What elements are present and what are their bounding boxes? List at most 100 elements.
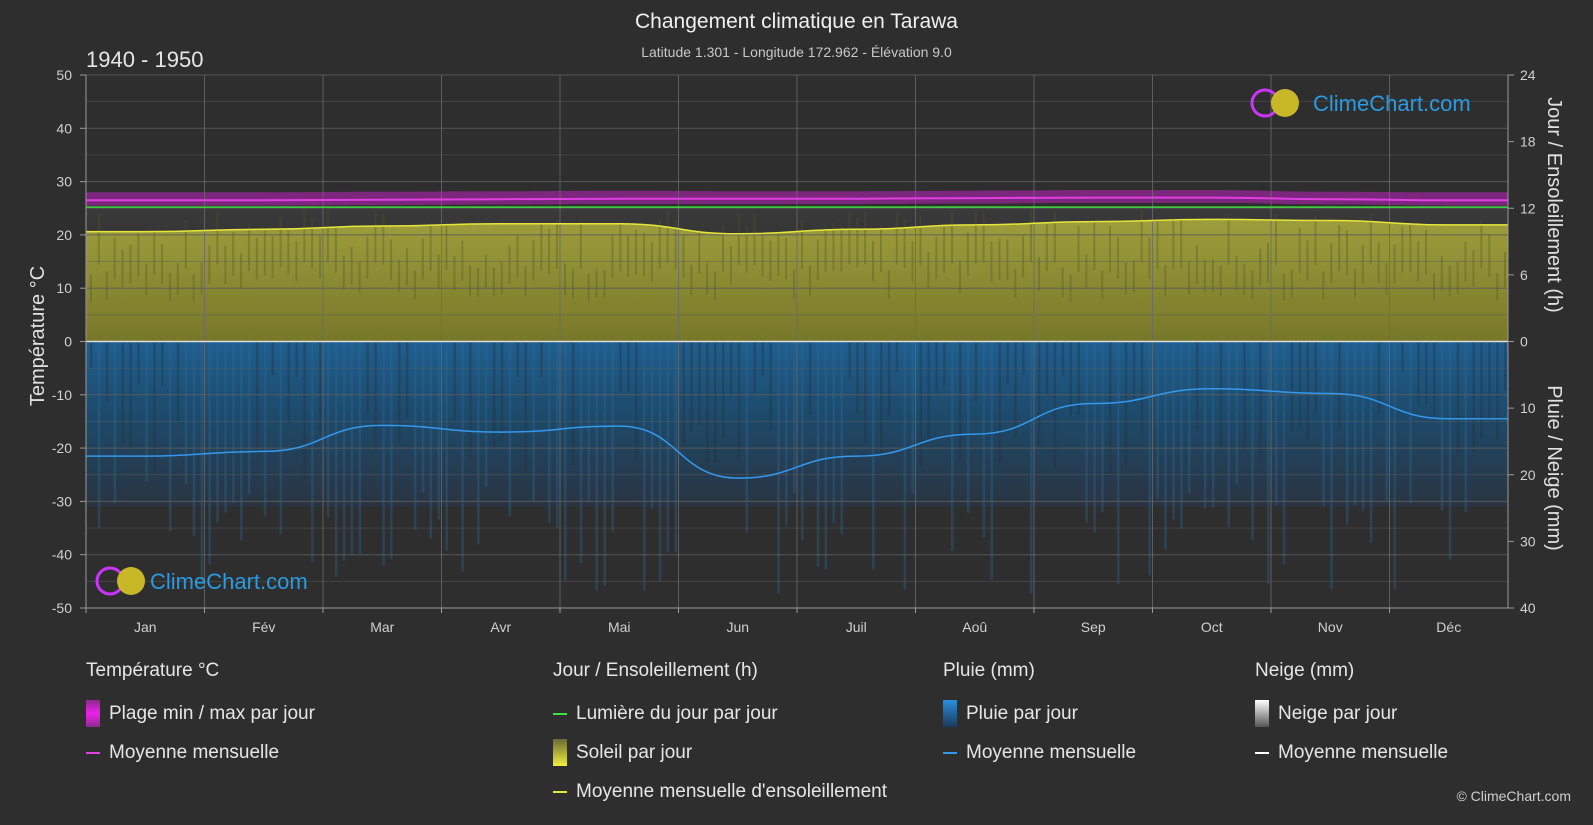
rain-mean-line xyxy=(85,388,1508,479)
right-tick-label: 12 xyxy=(1520,200,1536,216)
period-label: 1940 - 1950 xyxy=(86,47,204,72)
rain-streak xyxy=(761,341,764,377)
rain-streak xyxy=(927,341,930,439)
sun-streak xyxy=(113,237,116,280)
rain-streak xyxy=(635,341,638,460)
rain-streak xyxy=(540,341,543,378)
sun-streak xyxy=(342,255,345,291)
sun-streak xyxy=(161,244,164,284)
sun-streak xyxy=(737,214,740,266)
rain-streak xyxy=(1196,341,1199,429)
sun-streak xyxy=(1148,237,1151,279)
rain-streak xyxy=(153,341,156,476)
left-tick-label: -20 xyxy=(52,440,72,456)
rain-streak xyxy=(255,341,259,454)
month-label: Fév xyxy=(252,619,275,635)
rain-streak xyxy=(121,341,124,445)
legend-item-snow: Neige par jour xyxy=(1255,698,1448,729)
legend-label-snow-mean: Moyenne mensuelle xyxy=(1278,741,1449,763)
sun-streak xyxy=(1409,225,1412,272)
sun-streak xyxy=(477,267,480,297)
rain-streak xyxy=(1061,341,1065,377)
sun-streak xyxy=(658,219,661,269)
rain-streak xyxy=(311,341,314,563)
sun-streak xyxy=(982,210,985,263)
sun-streak xyxy=(247,224,250,272)
rain-streak xyxy=(966,341,970,514)
legend-item-sun: Soleil par jour xyxy=(553,737,887,768)
legend-item-snow-mean: Moyenne mensuelle xyxy=(1255,737,1448,768)
sun-streak xyxy=(1401,226,1404,273)
sun-streak xyxy=(793,270,795,299)
rain-streak xyxy=(990,341,993,580)
sun-streak xyxy=(801,220,803,269)
sun-streak xyxy=(1101,270,1104,299)
chart-title: Changement climatique en Tarawa xyxy=(635,10,958,33)
rain-streak xyxy=(840,341,843,534)
sun-streak xyxy=(1180,219,1183,269)
rain-streak xyxy=(1290,341,1294,433)
rain-streak xyxy=(998,341,1001,463)
sun-streak xyxy=(469,265,472,296)
rain-streak xyxy=(1164,341,1167,550)
rain-streak xyxy=(1472,341,1475,453)
rain-streak xyxy=(895,341,899,372)
sun-streak xyxy=(769,240,772,281)
rain-streak xyxy=(722,341,725,439)
rain-streak xyxy=(785,341,788,526)
rain-streak xyxy=(1132,341,1136,403)
sun-streak xyxy=(421,238,424,280)
rain-streak xyxy=(453,341,456,422)
sun-streak xyxy=(145,263,148,295)
rain-streak xyxy=(484,341,488,487)
rain-streak xyxy=(856,341,859,415)
sun-streak xyxy=(745,226,748,273)
legend-item-sun-mean: Moyenne mensuelle d'ensoleillement xyxy=(553,776,887,807)
rain-streak xyxy=(1077,341,1080,416)
left-tick-label: -50 xyxy=(52,600,72,616)
rain-streak xyxy=(1456,341,1460,457)
month-label: Nov xyxy=(1318,619,1343,635)
rain-streak xyxy=(666,341,670,552)
sun-streak xyxy=(627,234,630,278)
rain-streak xyxy=(1101,341,1104,513)
sun-streak xyxy=(413,270,416,299)
rain-streak xyxy=(571,341,575,466)
rain-streak xyxy=(1354,341,1357,505)
brand-logo-top: ClimeChart.com xyxy=(1250,88,1471,118)
month-label: Juil xyxy=(846,619,867,635)
right-tick-label: 40 xyxy=(1520,600,1536,616)
sun-streak xyxy=(943,227,946,273)
rain-streak xyxy=(1448,341,1452,560)
rain-streak xyxy=(643,341,646,591)
rain-streak xyxy=(714,341,717,463)
rain-streak xyxy=(1488,341,1491,420)
sun-streak xyxy=(271,236,274,279)
right-tick-label: 30 xyxy=(1520,533,1536,549)
legend-snow: Neige (mm) Neige par jour Moyenne mensue… xyxy=(1255,660,1448,776)
sun-streak xyxy=(1330,243,1333,283)
sun-streak xyxy=(729,246,732,285)
rain-streak xyxy=(271,341,275,375)
sun-streak xyxy=(390,239,393,281)
rain-streak xyxy=(1117,341,1120,584)
sun-streak xyxy=(880,225,882,273)
month-label: Mar xyxy=(370,619,394,635)
sun-streak xyxy=(761,233,764,277)
rain-streak xyxy=(1022,341,1025,375)
grid-layer xyxy=(85,74,1509,609)
sun-streak xyxy=(1251,270,1254,299)
rain-streak xyxy=(1480,341,1483,439)
rain-streak xyxy=(603,341,606,587)
sunshine-mean-line xyxy=(85,218,1508,235)
swatch-temp-range-icon xyxy=(86,700,100,727)
month-label: Oct xyxy=(1201,619,1223,635)
sun-streak xyxy=(334,226,337,273)
temp-mean-line xyxy=(86,196,1508,202)
rain-streak xyxy=(1203,341,1207,509)
sun-streak xyxy=(1117,237,1119,279)
rain-streak xyxy=(429,341,433,539)
sun-streak xyxy=(1377,242,1380,283)
rain-streak xyxy=(232,341,235,504)
rain-streak xyxy=(903,341,907,590)
